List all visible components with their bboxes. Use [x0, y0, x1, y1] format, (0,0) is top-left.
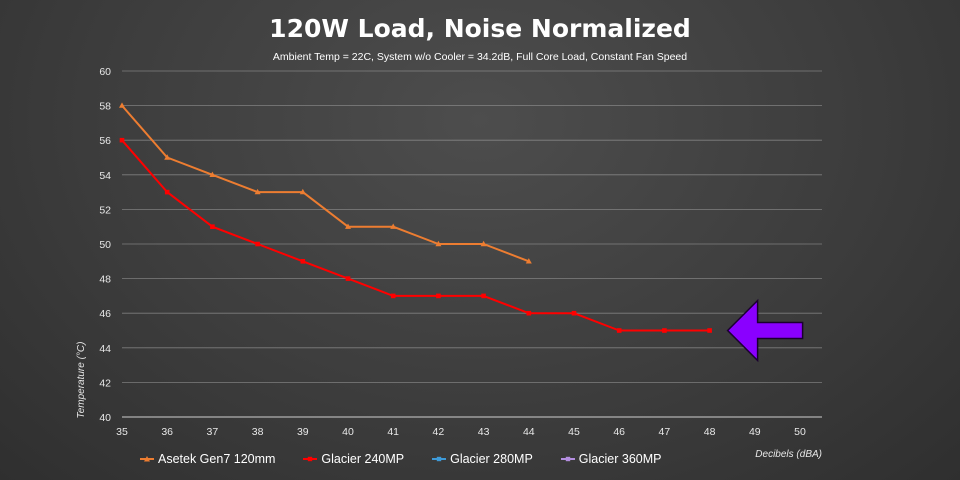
data-point — [119, 137, 125, 143]
legend-swatch — [560, 456, 575, 462]
y-tick-label: 58 — [99, 101, 111, 113]
data-point — [210, 224, 215, 229]
x-tick-label: 41 — [387, 426, 399, 438]
data-point — [119, 102, 125, 108]
data-point — [345, 223, 351, 229]
data-point — [345, 276, 351, 281]
legend-item: Glacier 360MP — [560, 452, 662, 466]
y-tick-label: 48 — [99, 274, 111, 286]
legend-swatch — [432, 456, 447, 462]
legend-item: Asetek Gen7 120mm — [140, 452, 275, 466]
data-point — [390, 223, 397, 229]
data-point — [390, 293, 396, 299]
y-tick-label: 46 — [99, 308, 111, 320]
x-tick-label: 45 — [568, 426, 580, 438]
legend-item: Glacier 280MP — [432, 452, 533, 466]
data-point — [435, 240, 442, 247]
data-point — [164, 189, 170, 195]
data-point — [436, 293, 441, 299]
x-tick-label: 50 — [794, 426, 806, 438]
y-tick-labels: 40 42 44 46 48 50 52 54 56 58 60 — [99, 66, 111, 424]
y-tick-label: 40 — [99, 412, 111, 424]
y-tick-label: 56 — [99, 135, 111, 147]
y-tick-label: 44 — [99, 343, 111, 355]
data-point — [480, 240, 487, 247]
x-tick-label: 49 — [749, 426, 761, 438]
data-point — [571, 310, 577, 316]
x-tick-label: 47 — [659, 426, 671, 438]
data-point — [526, 310, 532, 316]
x-tick-label: 38 — [252, 426, 264, 438]
left-arrow-icon — [726, 298, 804, 363]
y-tick-label: 52 — [99, 204, 111, 216]
legend-swatch — [140, 456, 154, 462]
legend-item: Glacier 240MP — [303, 452, 404, 466]
x-axis-label: Decibels (dBA) — [755, 449, 822, 460]
chart-subtitle: Ambient Temp = 22C, System w/o Cooler = … — [272, 51, 688, 63]
annotation-arrow — [726, 298, 804, 363]
chart-title: 120W Load, Noise Normalized — [269, 14, 691, 43]
data-point — [616, 328, 622, 333]
data-point — [299, 188, 306, 195]
y-tick-label: 54 — [99, 170, 111, 182]
data-point — [707, 328, 712, 333]
y-tick-label: 50 — [99, 239, 111, 251]
series-lines — [119, 102, 712, 333]
x-tick-label: 42 — [433, 426, 445, 438]
x-tick-label: 44 — [523, 426, 535, 438]
data-point — [525, 258, 532, 264]
x-tick-label: 48 — [704, 426, 716, 438]
x-tick-label: 46 — [613, 426, 625, 438]
data-point — [481, 293, 486, 299]
legend-swatch — [303, 456, 318, 462]
series-line — [121, 139, 710, 332]
data-point — [164, 154, 171, 160]
y-tick-label: 60 — [99, 66, 111, 78]
data-point — [255, 241, 260, 247]
x-tick-label: 40 — [342, 426, 354, 438]
legend-label: Asetek Gen7 120mm — [158, 452, 276, 466]
x-tick-label: 37 — [207, 426, 219, 438]
data-point — [254, 188, 261, 195]
y-axis-label: Temperature (°C) — [76, 342, 87, 419]
data-point — [209, 171, 216, 177]
series-line — [121, 104, 530, 263]
x-tick-label: 36 — [161, 426, 173, 438]
legend-label: Glacier 360MP — [578, 452, 662, 466]
x-tick-label: 35 — [116, 426, 128, 438]
legend-label: Glacier 240MP — [321, 452, 405, 466]
x-tick-label: 39 — [297, 426, 309, 438]
y-tick-label: 42 — [99, 377, 111, 389]
x-tick-label: 43 — [478, 426, 490, 438]
x-tick-labels: 35 36 37 38 39 40 41 42 43 44 45 46 47 48 49 50 — [116, 426, 806, 438]
data-point — [662, 328, 667, 333]
legend: Asetek Gen7 120mm Glacier 240MP Glacier 28… — [140, 450, 689, 468]
legend-label: Glacier 280MP — [450, 452, 533, 466]
data-point — [300, 259, 306, 264]
